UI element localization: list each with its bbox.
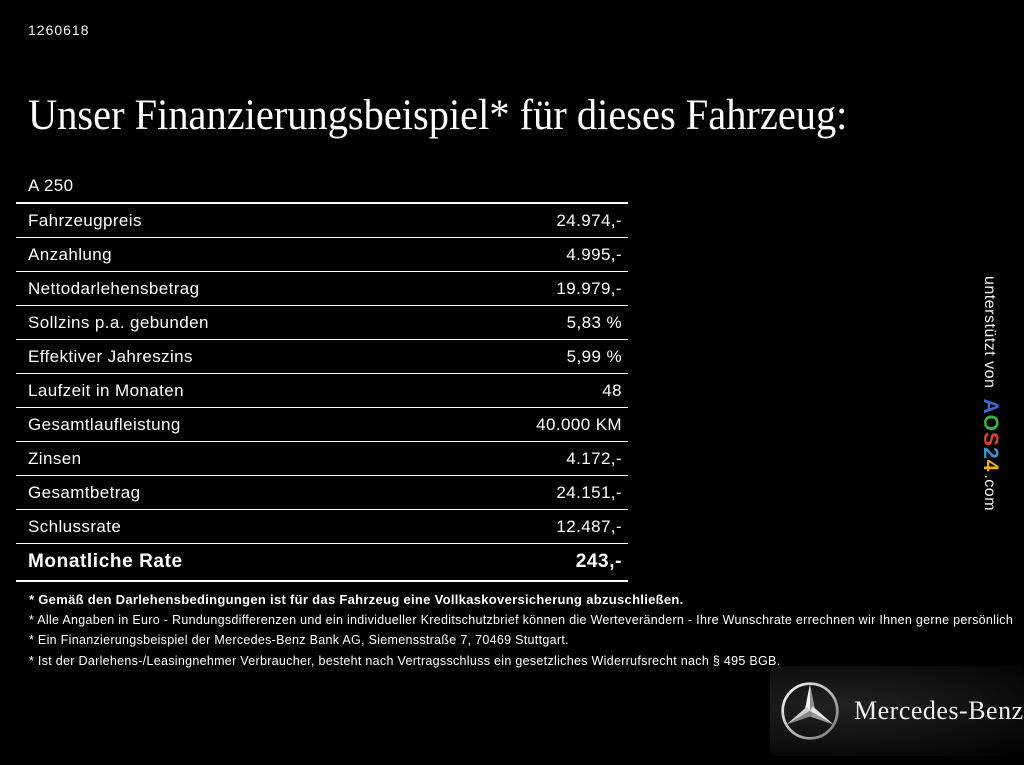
row-value: 48 (602, 380, 622, 400)
row-value: 40.000 KM (536, 414, 622, 434)
footnote: * Gemäß den Darlehensbedingungen ist für… (29, 592, 684, 607)
vehicle-model: A 250 (28, 175, 74, 195)
table-row: Sollzins p.a. gebunden 5,83 % (16, 306, 628, 340)
financing-table: A 250 Fahrzeugpreis 24.974,- Anzahlung 4.99… (16, 169, 628, 582)
row-value: 12.487,- (556, 516, 622, 536)
row-value: 5,83 % (566, 312, 622, 332)
table-row: Gesamtlaufleistung 40.000 KM (16, 408, 628, 442)
aos24-letter: A (979, 398, 1002, 415)
table-row: Fahrzeugpreis 24.974,- (16, 204, 628, 238)
row-label: Nettodarlehensbetrag (28, 278, 200, 298)
aos24-letter: 2 (979, 446, 1002, 460)
row-label: Anzahlung (28, 244, 112, 264)
footnote: * Alle Angaben in Euro - Rundungsdiffere… (29, 612, 1014, 627)
row-label: Gesamtlaufleistung (28, 414, 181, 434)
aos24-letter: O (979, 414, 1002, 432)
table-row: Effektiver Jahreszins 5,99 % (16, 340, 628, 374)
finance-rows: Fahrzeugpreis 24.974,- Anzahlung 4.995,- Net… (16, 204, 628, 544)
footnote: * Ein Finanzierungsbeispiel der Mercedes… (29, 633, 569, 647)
table-row: Gesamtbetrag 24.151,- (16, 476, 628, 510)
row-value: 243,- (575, 551, 622, 572)
row-value: 24.974,- (556, 210, 622, 230)
aos24-logo: AOS24 (979, 398, 1002, 472)
footnotes: * Gemäß den Darlehensbedingungen ist für… (29, 592, 1014, 675)
table-row: Laufzeit in Monaten 48 (16, 374, 628, 408)
row-label: Zinsen (28, 448, 82, 468)
table-row: Zinsen 4.172,- (16, 442, 628, 476)
table-row: Nettodarlehensbetrag 19.979,- (16, 272, 628, 306)
row-label: Gesamtbetrag (28, 482, 141, 502)
aos24-letter: S (979, 431, 1002, 447)
footnote: * Ist der Darlehens-/Leasingnehmer Verbr… (29, 653, 781, 668)
aos24-letter: 4 (979, 459, 1002, 473)
supported-by-suffix: .com (981, 474, 998, 512)
row-label: Effektiver Jahreszins (28, 346, 193, 366)
table-row: Anzahlung 4.995,- (16, 238, 628, 272)
table-row-monthly-rate: Monatliche Rate 243,- (16, 544, 628, 582)
page-title: Unser Finanzierungsbeispiel* für dieses … (28, 91, 848, 139)
row-label: Laufzeit in Monaten (28, 380, 184, 400)
table-row: Schlussrate 12.487,- (16, 510, 628, 544)
row-label: Fahrzeugpreis (28, 210, 142, 230)
row-value: 4.172,- (566, 448, 622, 468)
row-value: 24.151,- (556, 482, 622, 502)
mercedes-star-icon (781, 682, 839, 740)
mercedes-benz-wordmark: Mercedes-Benz (854, 696, 1024, 725)
row-label: Sollzins p.a. gebunden (28, 312, 209, 332)
table-row-model: A 250 (16, 169, 628, 204)
supported-by-vertical-text: unterstützt vonAOS24.com (978, 276, 1002, 511)
row-label: Schlussrate (28, 516, 122, 536)
row-value: 19.979,- (556, 278, 622, 298)
supported-by-prefix: unterstützt von (981, 276, 998, 389)
mercedes-logo-area: Mercedes-Benz (770, 666, 1024, 756)
offer-number: 1260618 (28, 22, 90, 38)
row-value: 5,99 % (566, 346, 622, 366)
row-label: Monatliche Rate (28, 551, 183, 572)
row-value: 4.995,- (566, 244, 622, 264)
